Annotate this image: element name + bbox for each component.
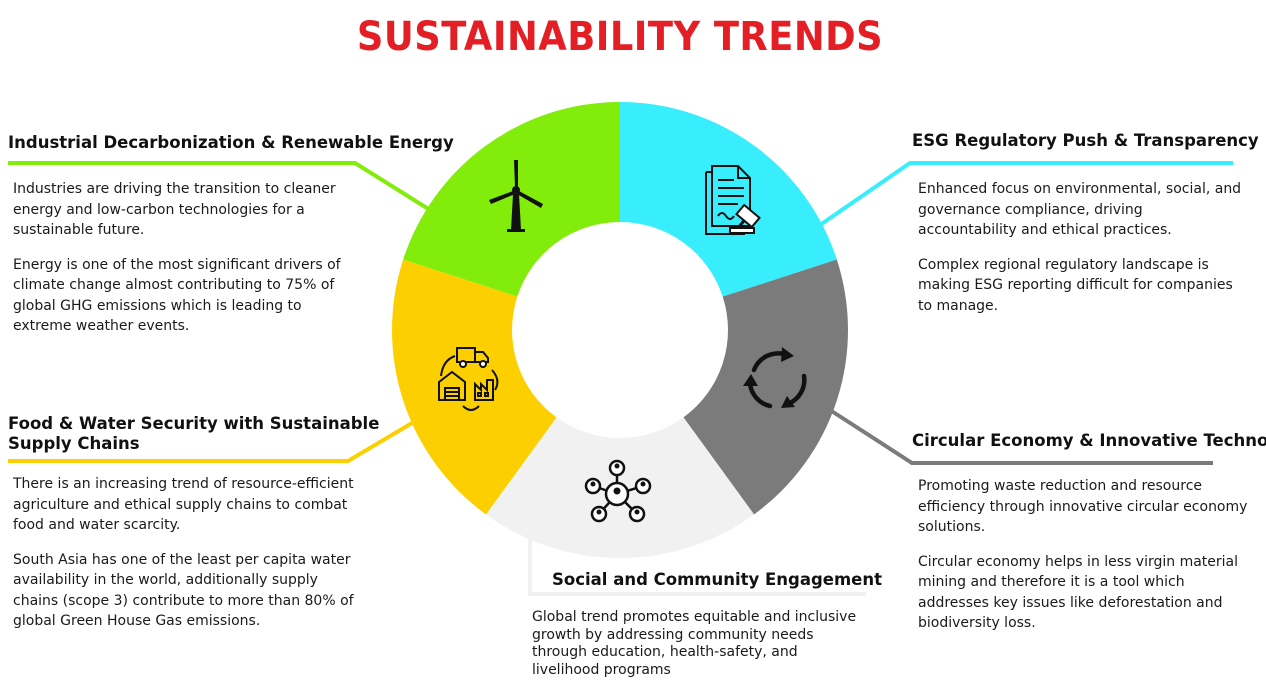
regulation-document-gavel-icon [705,165,761,236]
segment-esg [620,102,837,297]
food-paragraph-2: South Asia has one of the least per capi… [13,551,354,630]
food-paragraph-1: There is an increasing trend of resource… [13,476,354,533]
heading-industrial: Industrial Decarbonization & Renewable E… [8,133,454,152]
industrial-paragraph-2: Energy is one of the most significant dr… [13,256,341,335]
heading-food-line-1: Food & Water Security with Sustainable [8,414,380,433]
heading-social: Social and Community Engagement [552,570,882,589]
connector-social [528,538,866,596]
connector-circular [828,408,1213,465]
segment-circular [683,259,848,515]
esg-paragraph-1: Enhanced focus on environmental, social,… [918,181,1242,238]
text-social: Global trend promotes equitable and incl… [532,609,867,679]
text-industrial: Industries are driving the transition to… [13,179,343,351]
esg-paragraph-2: Complex regional regulatory landscape is… [918,256,1233,314]
text-circular: Promoting waste reduction and resource e… [918,476,1248,648]
heading-food-line-2: Supply Chains [8,434,140,453]
text-esg: Enhanced focus on environmental, social,… [918,179,1243,330]
text-food: There is an increasing trend of resource… [13,474,358,646]
recycle-arrows-icon [743,347,807,409]
supply-chain-icon [438,347,499,411]
circular-paragraph-1: Promoting waste reduction and resource e… [918,478,1248,535]
industrial-paragraph-1: Industries are driving the transition to… [13,181,336,238]
heading-circular: Circular Economy & Innovative Technology [912,431,1266,450]
connector-food [8,421,414,463]
community-network-icon [584,459,652,523]
circular-paragraph-2: Circular economy helps in less virgin ma… [918,553,1239,632]
social-paragraph-1: Global trend promotes equitable and incl… [532,609,857,678]
connector-industrial [8,161,432,212]
page-title: SUSTAINABILITY TRENDS [356,14,884,60]
heading-esg: ESG Regulatory Push & Transparency [912,131,1259,150]
segment-industrial [403,102,620,297]
heading-food: Food & Water Security with Sustainable S… [8,414,379,454]
connector-esg [818,161,1233,227]
wind-turbine-icon [489,160,543,232]
